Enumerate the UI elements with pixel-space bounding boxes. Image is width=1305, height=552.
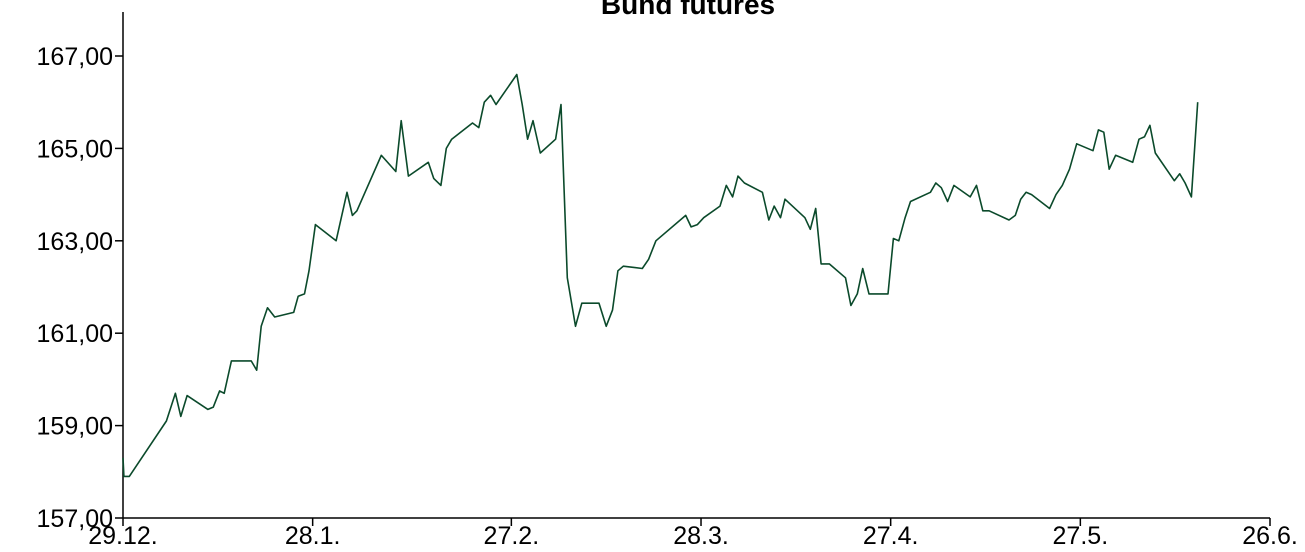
x-tick-label: 28.1. bbox=[285, 522, 341, 550]
y-tick-label: 165,00 bbox=[37, 135, 113, 163]
y-tick-label: 161,00 bbox=[37, 320, 113, 348]
x-tick-label: 28.3. bbox=[673, 522, 729, 550]
x-tick-label: 27.2. bbox=[484, 522, 540, 550]
y-tick-label: 157,00 bbox=[37, 505, 113, 533]
x-tick-label: 27.5. bbox=[1053, 522, 1109, 550]
x-axis-ticks: 29.12. 28.1. 27.2. 28.3. 27.4. 27.5. 26.6. bbox=[88, 518, 1298, 550]
x-tick-label: 29.12. bbox=[88, 522, 158, 550]
y-tick-label: 163,00 bbox=[37, 228, 113, 256]
y-tick-label: 167,00 bbox=[37, 43, 113, 71]
x-tick-label: 27.4. bbox=[863, 522, 919, 550]
y-tick-label: 159,00 bbox=[37, 413, 113, 441]
chart-title: Bund futures bbox=[601, 0, 775, 20]
x-tick-label: 26.6. bbox=[1242, 522, 1298, 550]
y-axis-ticks: 157,00 159,00 161,00 163,00 165,00 167,00 bbox=[37, 43, 123, 533]
series-line bbox=[122, 73, 1199, 478]
